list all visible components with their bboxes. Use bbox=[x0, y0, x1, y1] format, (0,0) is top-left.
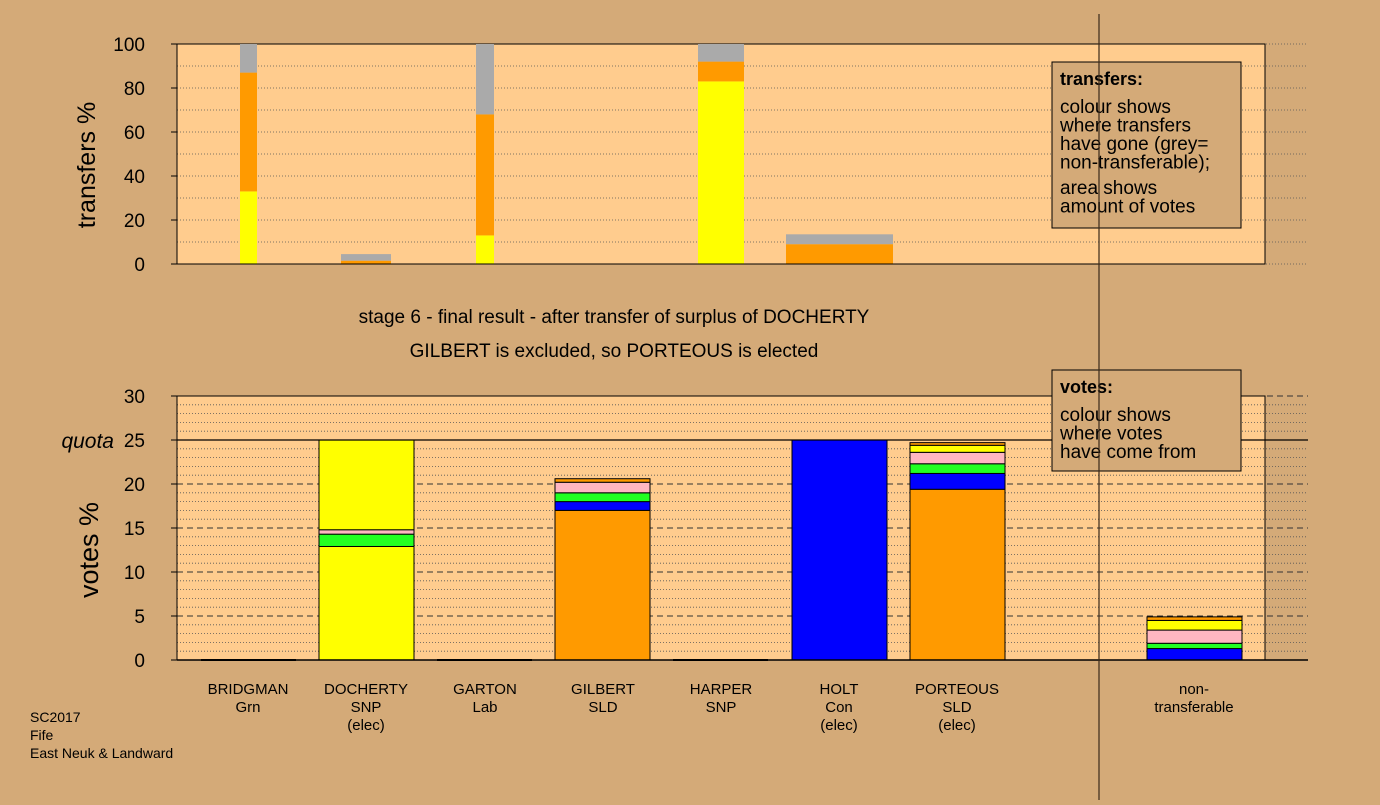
transfers-bar-harper bbox=[698, 61, 744, 82]
category-label-holt: HOLT bbox=[820, 681, 859, 698]
votes-bar-docherty bbox=[318, 533, 415, 547]
votes-bar-gilbert bbox=[554, 478, 651, 483]
votes-bar-non-transferable bbox=[1146, 616, 1243, 621]
votes-legend-text: where votes bbox=[1059, 424, 1162, 445]
votes-bar-gilbert bbox=[554, 509, 651, 661]
transfers-ytick-label: 60 bbox=[124, 123, 145, 144]
transfers-legend-title: transfers: bbox=[1060, 69, 1143, 89]
transfers-ytick-label: 40 bbox=[124, 167, 145, 188]
votes-bar-gilbert bbox=[554, 492, 651, 503]
transfers-bar-bridgman bbox=[240, 191, 257, 264]
transfers-bar-holt bbox=[786, 234, 893, 245]
transfers-ytick-label: 100 bbox=[113, 35, 145, 56]
category-label-non-transferable: transferable bbox=[1154, 699, 1233, 716]
transfers-ytick-label: 0 bbox=[134, 255, 145, 276]
votes-ytick-label: 20 bbox=[124, 475, 145, 496]
votes-bar-porteous bbox=[909, 442, 1006, 446]
category-label-porteous: PORTEOUS bbox=[915, 681, 999, 698]
transfers-ytick-label: 80 bbox=[124, 79, 145, 100]
votes-bar-porteous bbox=[909, 488, 1006, 661]
category-label-bridgman: BRIDGMAN bbox=[208, 681, 289, 698]
category-label-porteous: (elec) bbox=[938, 717, 976, 734]
votes-bar-non-transferable bbox=[1146, 648, 1243, 661]
transfers-bar-bridgman bbox=[240, 44, 257, 73]
votes-legend-text: colour shows bbox=[1060, 405, 1171, 426]
votes-legend-box bbox=[1051, 369, 1242, 472]
votes-bar-docherty bbox=[318, 545, 415, 661]
category-label-gilbert: GILBERT bbox=[571, 681, 635, 698]
transfers-legend-text: area shows bbox=[1060, 178, 1157, 199]
votes-bar-porteous bbox=[909, 472, 1006, 490]
votes-legend-text: have come from bbox=[1060, 442, 1196, 463]
category-label-docherty: DOCHERTY bbox=[324, 681, 408, 698]
votes-bar-gilbert bbox=[554, 481, 651, 494]
category-label-docherty: (elec) bbox=[347, 717, 385, 734]
transfers-legend-text: colour shows bbox=[1060, 97, 1171, 118]
votes-bar-docherty bbox=[318, 529, 415, 535]
transfers-bar-garton bbox=[476, 44, 494, 115]
votes-ytick-label: 0 bbox=[134, 651, 145, 672]
votes-bar-porteous bbox=[909, 444, 1006, 453]
transfers-legend-text: amount of votes bbox=[1060, 197, 1195, 218]
transfers-bar-bridgman bbox=[240, 72, 257, 192]
votes-bar-gilbert bbox=[554, 501, 651, 511]
quota-label: quota bbox=[61, 430, 114, 453]
transfers-legend-text: non-transferable); bbox=[1060, 153, 1210, 174]
votes-bar-non-transferable bbox=[1146, 629, 1243, 644]
transfers-ytick-label: 20 bbox=[124, 211, 145, 232]
footer-note: SC2017 Fife East Neuk & Landward bbox=[30, 708, 173, 762]
category-label-bridgman: Grn bbox=[235, 699, 260, 716]
footer-ward: East Neuk & Landward bbox=[30, 745, 174, 761]
votes-ytick-label: 25 bbox=[124, 431, 145, 452]
stage-result: GILBERT is excluded, so PORTEOUS is elec… bbox=[410, 341, 819, 362]
category-label-garton: Lab bbox=[472, 699, 497, 716]
category-label-harper: HARPER bbox=[690, 681, 753, 698]
transfers-legend-box bbox=[1051, 61, 1242, 229]
category-label-docherty: SNP bbox=[351, 699, 382, 716]
votes-bar-porteous bbox=[909, 463, 1006, 474]
votes-ytick-label: 5 bbox=[134, 607, 145, 628]
transfers-legend-text: where transfers bbox=[1059, 116, 1191, 137]
transfers-bar-garton bbox=[476, 235, 494, 264]
footer-council: Fife bbox=[30, 727, 54, 743]
transfers-bar-harper bbox=[698, 44, 744, 62]
stage-title: stage 6 - final result - after transfer … bbox=[359, 307, 870, 328]
votes-ytick-label: 15 bbox=[124, 519, 145, 540]
category-label-porteous: SLD bbox=[942, 699, 971, 716]
transfers-bar-garton bbox=[476, 114, 494, 236]
transfers-bar-docherty bbox=[341, 254, 391, 261]
transfers-bar-harper bbox=[698, 81, 744, 265]
votes-legend-title: votes: bbox=[1060, 377, 1113, 397]
category-label-non-transferable: non- bbox=[1179, 681, 1209, 698]
transfers-legend-text: have gone (grey= bbox=[1060, 134, 1208, 155]
category-label-holt: (elec) bbox=[820, 717, 858, 734]
category-label-garton: GARTON bbox=[453, 681, 517, 698]
votes-ytick-label: 30 bbox=[124, 387, 145, 408]
votes-bar-non-transferable bbox=[1146, 619, 1243, 631]
category-label-gilbert: SLD bbox=[588, 699, 617, 716]
transfers-bar-holt bbox=[786, 244, 893, 264]
votes-bar-docherty bbox=[318, 439, 415, 531]
votes-ytick-label: 10 bbox=[124, 563, 145, 584]
votes-bar-non-transferable bbox=[1146, 642, 1243, 650]
category-label-holt: Con bbox=[825, 699, 853, 716]
footer-election: SC2017 bbox=[30, 709, 81, 725]
transfers-bar-docherty bbox=[341, 260, 391, 264]
votes-bar-porteous bbox=[909, 451, 1006, 465]
transfers-y-axis-label: transfers % bbox=[73, 102, 101, 228]
votes-bar-holt bbox=[791, 439, 888, 661]
category-label-harper: SNP bbox=[706, 699, 737, 716]
votes-y-axis-label: votes % bbox=[74, 502, 104, 598]
